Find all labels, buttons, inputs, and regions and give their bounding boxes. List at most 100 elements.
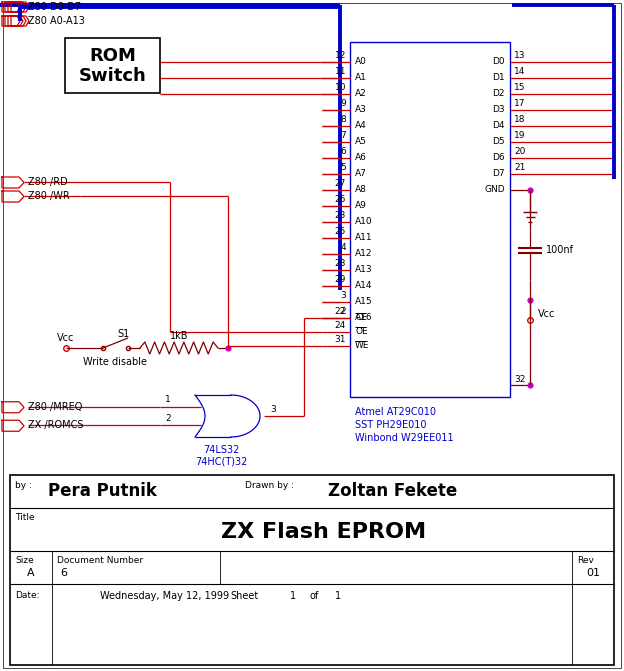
Text: A4: A4 bbox=[355, 121, 367, 130]
Text: A1: A1 bbox=[355, 74, 367, 83]
Text: A13: A13 bbox=[355, 266, 373, 274]
Text: 19: 19 bbox=[514, 132, 525, 140]
Text: 26: 26 bbox=[334, 195, 346, 205]
Text: D5: D5 bbox=[492, 138, 505, 146]
Text: 18: 18 bbox=[514, 115, 525, 125]
Text: A10: A10 bbox=[355, 217, 373, 227]
Text: 1: 1 bbox=[290, 591, 296, 601]
Bar bbox=[10, 475, 614, 665]
Text: 10: 10 bbox=[334, 83, 346, 93]
Text: Z80 /WR: Z80 /WR bbox=[28, 191, 70, 201]
Text: Winbond W29EE011: Winbond W29EE011 bbox=[355, 433, 454, 443]
Text: 9: 9 bbox=[340, 99, 346, 109]
Text: OE: OE bbox=[355, 327, 368, 336]
Text: A16: A16 bbox=[355, 313, 373, 323]
Text: D6: D6 bbox=[492, 154, 505, 162]
Text: ROM: ROM bbox=[89, 47, 136, 65]
Text: A3: A3 bbox=[355, 105, 367, 115]
Bar bbox=[350, 42, 510, 397]
Text: 12: 12 bbox=[334, 52, 346, 60]
Text: D1: D1 bbox=[492, 74, 505, 83]
Text: Z80 /MREQ: Z80 /MREQ bbox=[28, 402, 82, 412]
Text: WE: WE bbox=[355, 342, 369, 350]
Text: 31: 31 bbox=[334, 336, 346, 344]
Text: 25: 25 bbox=[334, 227, 346, 236]
Text: Atmel AT29C010: Atmel AT29C010 bbox=[355, 407, 436, 417]
Text: 3: 3 bbox=[340, 291, 346, 301]
Text: ZX /ROMCS: ZX /ROMCS bbox=[28, 420, 84, 430]
Text: 17: 17 bbox=[514, 99, 525, 109]
Text: 2: 2 bbox=[165, 414, 170, 423]
Text: A6: A6 bbox=[355, 154, 367, 162]
Text: 23: 23 bbox=[334, 211, 346, 221]
Text: A: A bbox=[27, 568, 35, 578]
Text: 1: 1 bbox=[165, 395, 171, 404]
Text: Vcc: Vcc bbox=[57, 333, 75, 343]
Text: CE: CE bbox=[355, 313, 367, 323]
Text: D0: D0 bbox=[492, 58, 505, 66]
Text: A15: A15 bbox=[355, 297, 373, 307]
Text: 4: 4 bbox=[340, 244, 346, 252]
Text: 21: 21 bbox=[514, 164, 525, 172]
Text: by :: by : bbox=[15, 481, 32, 490]
Text: 13: 13 bbox=[514, 52, 525, 60]
Text: A11: A11 bbox=[355, 234, 373, 242]
Text: A2: A2 bbox=[355, 89, 367, 99]
Text: 1kB: 1kB bbox=[170, 331, 188, 341]
Text: D4: D4 bbox=[492, 121, 505, 130]
Text: Zoltan Fekete: Zoltan Fekete bbox=[328, 482, 457, 501]
Text: 20: 20 bbox=[514, 148, 525, 156]
Text: 27: 27 bbox=[334, 180, 346, 189]
Text: 29: 29 bbox=[334, 276, 346, 285]
Text: 3: 3 bbox=[270, 405, 276, 413]
Text: 22: 22 bbox=[334, 307, 346, 317]
Text: Pera Putnik: Pera Putnik bbox=[48, 482, 157, 501]
Text: A5: A5 bbox=[355, 138, 367, 146]
Text: A14: A14 bbox=[355, 282, 373, 291]
Text: Title: Title bbox=[15, 513, 34, 522]
Text: D7: D7 bbox=[492, 170, 505, 178]
Text: 100nf: 100nf bbox=[546, 245, 574, 255]
Text: 5: 5 bbox=[340, 164, 346, 172]
Text: 74LS32: 74LS32 bbox=[203, 445, 239, 455]
Text: 11: 11 bbox=[334, 68, 346, 76]
Text: 6: 6 bbox=[340, 148, 346, 156]
Text: Sheet: Sheet bbox=[230, 591, 258, 601]
Text: SST PH29E010: SST PH29E010 bbox=[355, 420, 426, 430]
Text: A0: A0 bbox=[355, 58, 367, 66]
Bar bbox=[65, 38, 160, 93]
Text: Rev: Rev bbox=[577, 556, 594, 565]
Text: D2: D2 bbox=[492, 89, 505, 99]
Text: A12: A12 bbox=[355, 250, 373, 258]
Text: Switch: Switch bbox=[79, 67, 147, 85]
Text: 32: 32 bbox=[514, 374, 525, 384]
Text: A8: A8 bbox=[355, 185, 367, 195]
Text: 8: 8 bbox=[340, 115, 346, 125]
Text: 1: 1 bbox=[335, 591, 341, 601]
Text: 14: 14 bbox=[514, 68, 525, 76]
Text: A9: A9 bbox=[355, 201, 367, 211]
Text: 28: 28 bbox=[334, 260, 346, 268]
Text: ZX Flash EPROM: ZX Flash EPROM bbox=[222, 521, 427, 541]
Text: GND: GND bbox=[484, 185, 505, 195]
Text: 74HC(T)32: 74HC(T)32 bbox=[195, 457, 247, 467]
Text: 6: 6 bbox=[60, 568, 67, 578]
Text: 2: 2 bbox=[340, 307, 346, 317]
Text: Z80 A0-A13: Z80 A0-A13 bbox=[28, 16, 85, 26]
Text: Drawn by :: Drawn by : bbox=[245, 481, 294, 490]
Text: Z80 /RD: Z80 /RD bbox=[28, 177, 68, 187]
Text: 01: 01 bbox=[586, 568, 600, 578]
Text: Z80 D0-D7: Z80 D0-D7 bbox=[28, 2, 81, 12]
Text: S1: S1 bbox=[117, 329, 129, 339]
Text: A7: A7 bbox=[355, 170, 367, 178]
Text: D3: D3 bbox=[492, 105, 505, 115]
Text: Date:: Date: bbox=[15, 592, 39, 601]
Text: Size: Size bbox=[15, 556, 34, 565]
Text: Document Number: Document Number bbox=[57, 556, 143, 565]
Text: 24: 24 bbox=[334, 321, 346, 331]
Text: Wednesday, May 12, 1999: Wednesday, May 12, 1999 bbox=[100, 591, 229, 601]
Text: of: of bbox=[310, 591, 319, 601]
Text: Vcc: Vcc bbox=[538, 309, 555, 319]
Text: 7: 7 bbox=[340, 132, 346, 140]
Text: Write disable: Write disable bbox=[83, 357, 147, 367]
